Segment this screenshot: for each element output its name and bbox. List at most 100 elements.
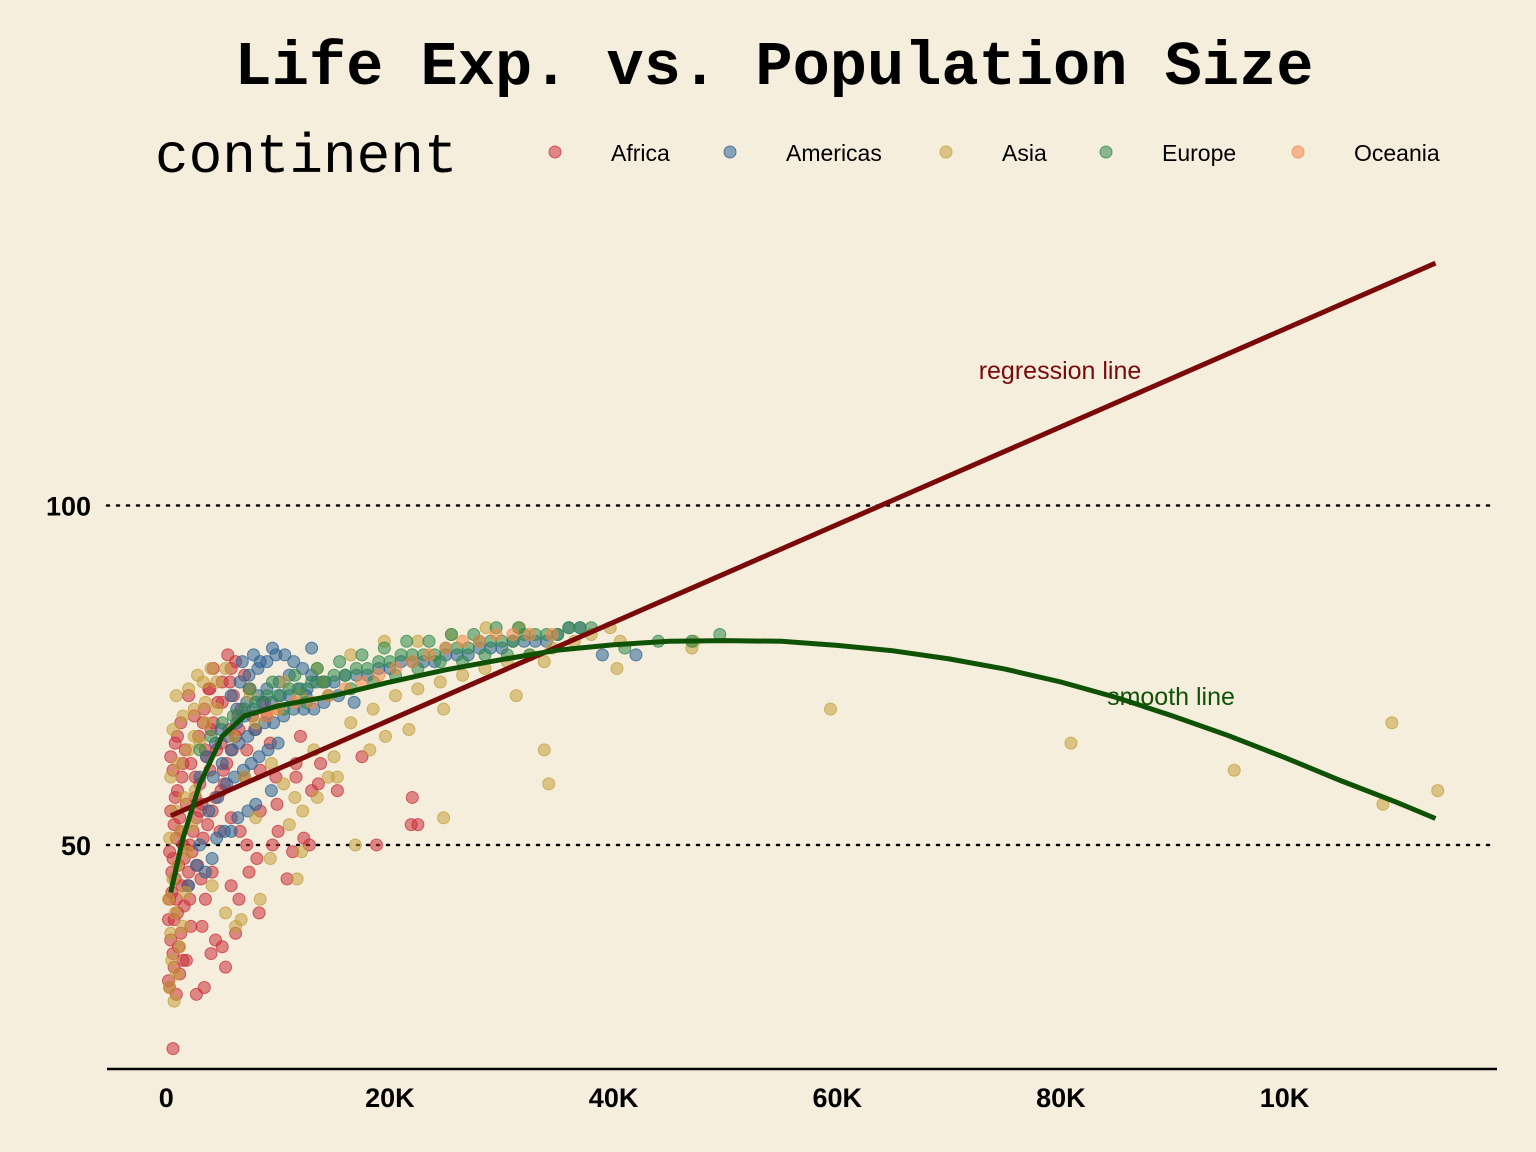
point-africa bbox=[411, 818, 425, 832]
point-europe bbox=[338, 668, 352, 682]
point-oceania bbox=[372, 668, 386, 682]
point-asia bbox=[210, 702, 224, 716]
point-asia bbox=[610, 661, 624, 675]
point-europe bbox=[333, 655, 347, 669]
point-africa bbox=[221, 648, 235, 662]
legend-marker-americas bbox=[723, 145, 737, 159]
smooth-line bbox=[168, 638, 1437, 894]
x-tick-label: 60K bbox=[812, 1083, 862, 1113]
point-africa bbox=[201, 818, 215, 832]
point-asia bbox=[295, 845, 309, 859]
regression-line-label: regression line bbox=[979, 357, 1142, 385]
point-europe bbox=[573, 621, 587, 635]
point-europe bbox=[327, 668, 341, 682]
point-asia bbox=[187, 729, 201, 743]
point-asia bbox=[456, 668, 470, 682]
point-africa bbox=[215, 940, 229, 954]
point-asia bbox=[205, 879, 219, 893]
series-oceania bbox=[260, 628, 559, 723]
regression-line bbox=[169, 260, 1437, 819]
point-oceania bbox=[545, 628, 559, 641]
legend-label-asia: Asia bbox=[1002, 140, 1047, 166]
point-europe bbox=[377, 641, 391, 655]
point-asia bbox=[182, 682, 196, 696]
point-asia bbox=[173, 940, 187, 954]
point-asia bbox=[402, 723, 416, 737]
y-tick-label: 50 bbox=[61, 831, 91, 861]
point-europe bbox=[266, 675, 280, 689]
point-asia bbox=[433, 675, 447, 689]
point-asia bbox=[182, 743, 196, 757]
point-asia bbox=[411, 682, 425, 696]
legend-label-oceania: Oceania bbox=[1354, 140, 1440, 166]
point-europe bbox=[478, 648, 492, 662]
point-asia bbox=[163, 981, 177, 995]
point-oceania bbox=[456, 634, 470, 648]
point-oceania bbox=[389, 661, 403, 675]
point-asia bbox=[296, 804, 310, 818]
point-europe bbox=[243, 682, 257, 696]
point-asia bbox=[509, 689, 523, 703]
legend-marker-europe bbox=[1099, 145, 1113, 159]
point-africa bbox=[163, 845, 177, 859]
y-tick-label: 100 bbox=[46, 492, 91, 522]
point-asia bbox=[363, 743, 377, 757]
point-asia bbox=[389, 689, 403, 703]
point-americas bbox=[215, 756, 229, 770]
legend-title: continent bbox=[155, 125, 457, 189]
point-africa bbox=[289, 770, 303, 784]
point-americas bbox=[233, 675, 247, 689]
point-africa bbox=[232, 892, 246, 906]
legend-label-europe: Europe bbox=[1162, 140, 1236, 166]
point-americas bbox=[261, 743, 275, 757]
point-africa bbox=[252, 906, 266, 920]
point-asia bbox=[191, 668, 205, 682]
point-asia bbox=[537, 655, 551, 669]
point-asia bbox=[366, 702, 380, 716]
point-africa bbox=[311, 777, 325, 791]
point-asia bbox=[253, 892, 267, 906]
point-europe bbox=[349, 661, 363, 675]
point-asia bbox=[168, 906, 182, 920]
point-americas bbox=[235, 655, 249, 669]
point-europe bbox=[249, 695, 263, 709]
point-asia bbox=[164, 926, 178, 940]
point-africa bbox=[242, 865, 256, 879]
point-africa bbox=[314, 756, 328, 770]
point-americas bbox=[205, 852, 219, 866]
point-oceania bbox=[523, 628, 537, 641]
point-europe bbox=[422, 634, 436, 648]
point-asia bbox=[1431, 784, 1445, 798]
legend: Africa Americas Asia Europe Oceania bbox=[548, 140, 1440, 166]
point-asia bbox=[263, 852, 277, 866]
point-americas bbox=[252, 750, 266, 764]
point-asia bbox=[310, 790, 324, 804]
point-europe bbox=[282, 682, 296, 696]
point-americas bbox=[231, 811, 245, 825]
point-asia bbox=[288, 790, 302, 804]
point-europe bbox=[433, 655, 447, 669]
chart-title: Life Exp. vs. Population Size bbox=[235, 32, 1314, 103]
point-americas bbox=[266, 641, 280, 655]
x-tick-label: 20K bbox=[365, 1083, 415, 1113]
point-africa bbox=[270, 797, 284, 811]
point-africa bbox=[224, 879, 238, 893]
point-asia bbox=[1227, 763, 1241, 777]
point-europe bbox=[271, 689, 285, 703]
point-asia bbox=[249, 811, 263, 825]
point-africa bbox=[250, 852, 264, 866]
smooth-line-label: smooth line bbox=[1107, 683, 1235, 711]
point-americas bbox=[224, 824, 238, 838]
point-asia bbox=[1385, 716, 1399, 730]
point-asia bbox=[176, 919, 190, 933]
point-asia bbox=[226, 729, 240, 743]
point-africa bbox=[405, 790, 419, 804]
point-americas bbox=[198, 865, 212, 879]
point-africa bbox=[330, 784, 344, 798]
point-asia bbox=[204, 661, 218, 675]
point-americas bbox=[202, 804, 216, 818]
point-africa bbox=[198, 892, 212, 906]
point-americas bbox=[629, 648, 643, 662]
